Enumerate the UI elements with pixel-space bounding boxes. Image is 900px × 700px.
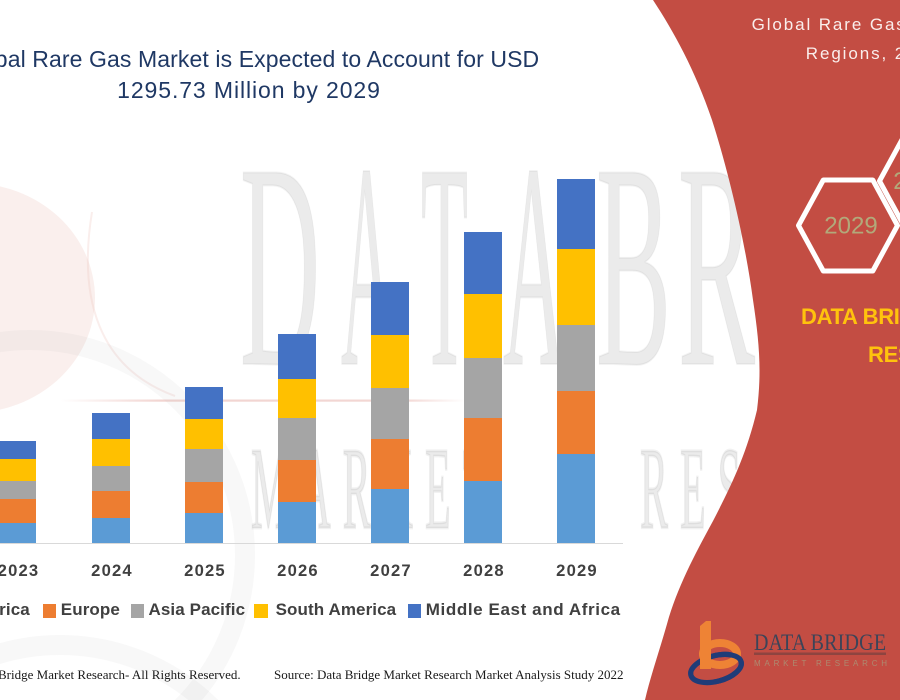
svg-text:A: A bbox=[503, 105, 565, 428]
svg-text:T: T bbox=[421, 105, 468, 428]
svg-text:MARKET RESEARCH: MARKET RESEARCH bbox=[754, 659, 891, 668]
svg-text:2022: 2022 bbox=[893, 168, 900, 195]
svg-text:R: R bbox=[678, 105, 755, 428]
svg-text:B: B bbox=[596, 105, 671, 428]
svg-text:2029: 2029 bbox=[824, 213, 877, 240]
svg-text:DATA BRIDGE: DATA BRIDGE bbox=[754, 630, 886, 656]
